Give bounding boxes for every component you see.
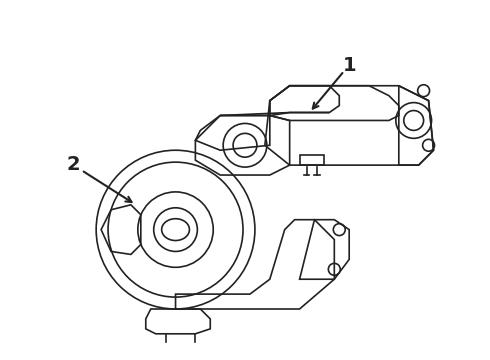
Text: 2: 2 xyxy=(67,155,80,174)
Text: 1: 1 xyxy=(343,57,356,75)
